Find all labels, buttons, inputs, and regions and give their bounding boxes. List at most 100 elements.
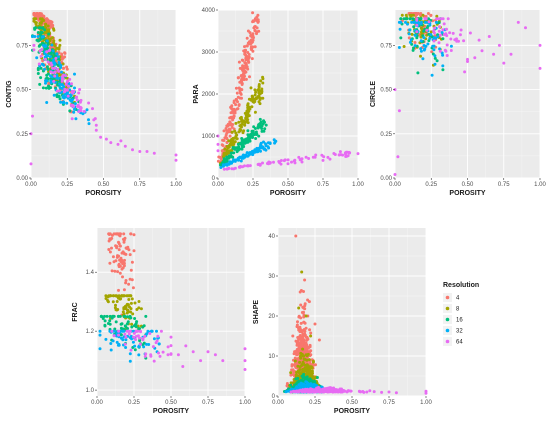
- data-point: [247, 53, 251, 56]
- y-tick-label: 4000: [202, 8, 216, 14]
- data-point: [127, 294, 131, 298]
- data-point: [228, 116, 232, 120]
- data-point: [236, 95, 240, 99]
- data-point: [394, 391, 398, 395]
- x-tick-label: 0.50: [165, 400, 177, 406]
- data-point: [47, 84, 50, 88]
- data-point: [299, 303, 303, 307]
- data-point: [39, 66, 43, 70]
- data-point: [117, 262, 121, 266]
- data-point: [312, 383, 316, 386]
- data-point: [492, 52, 496, 56]
- data-point: [53, 76, 56, 80]
- data-point: [158, 354, 162, 358]
- data-point: [222, 129, 226, 133]
- data-point: [104, 337, 108, 341]
- data-point: [424, 391, 428, 395]
- data-point: [109, 348, 113, 352]
- data-point: [306, 364, 310, 368]
- data-point: [445, 43, 449, 47]
- data-point: [106, 299, 110, 302]
- data-point: [437, 41, 441, 45]
- data-point: [36, 31, 40, 34]
- data-point: [116, 270, 120, 274]
- data-point: [32, 17, 36, 21]
- data-point: [126, 329, 130, 333]
- data-point: [295, 323, 299, 327]
- data-point: [130, 260, 134, 264]
- data-point: [255, 146, 259, 150]
- data-point: [68, 98, 72, 102]
- data-point: [78, 106, 82, 110]
- data-point: [40, 17, 44, 21]
- data-point: [104, 137, 108, 141]
- data-point: [258, 163, 262, 167]
- data-point: [261, 81, 265, 85]
- data-point: [131, 312, 135, 316]
- data-point: [295, 382, 299, 385]
- data-point: [437, 21, 441, 25]
- data-point: [112, 260, 116, 264]
- data-point: [224, 153, 228, 157]
- tick-labels: 0.00 0.25 0.50 0.75 1.00 0.00 0.25 0.50 0.75: [16, 43, 182, 188]
- data-point: [415, 30, 419, 34]
- data-point: [303, 302, 307, 306]
- y-tick-label: 2000: [202, 92, 216, 98]
- legend-label: 16: [456, 318, 463, 324]
- data-point: [236, 76, 240, 80]
- data-point: [243, 111, 247, 115]
- data-point: [127, 298, 131, 301]
- data-point: [297, 155, 301, 159]
- data-point: [468, 31, 472, 35]
- data-point: [78, 100, 82, 104]
- data-point: [419, 17, 423, 21]
- data-point: [247, 60, 251, 64]
- data-point: [57, 89, 61, 93]
- data-point: [161, 350, 165, 354]
- data-point: [54, 56, 58, 60]
- data-point: [301, 347, 305, 351]
- data-point: [128, 314, 132, 318]
- data-point: [422, 48, 426, 52]
- data-point: [411, 17, 415, 21]
- data-point: [29, 162, 33, 166]
- data-point: [290, 160, 293, 164]
- y-tick-label: 0: [212, 176, 216, 182]
- data-point: [240, 96, 243, 100]
- data-point: [224, 160, 228, 164]
- data-point: [124, 279, 128, 282]
- data-point: [53, 61, 57, 65]
- data-point: [239, 159, 243, 163]
- data-point: [45, 39, 49, 43]
- y-tick-label: 0.75: [16, 43, 28, 49]
- data-point: [166, 353, 170, 357]
- y-tick-label: 10: [268, 354, 275, 360]
- data-point: [253, 29, 257, 33]
- data-point: [296, 320, 299, 324]
- data-point: [219, 163, 223, 167]
- data-point: [111, 339, 115, 343]
- data-point: [437, 29, 441, 33]
- data-point: [254, 137, 258, 140]
- data-point: [132, 233, 136, 237]
- data-point: [130, 322, 134, 326]
- data-point: [68, 109, 72, 113]
- y-axis-title: CIRCLE: [370, 81, 377, 107]
- data-point: [47, 28, 51, 32]
- data-point: [120, 322, 124, 326]
- data-point: [437, 17, 441, 21]
- data-point: [421, 57, 425, 61]
- data-point: [131, 340, 135, 344]
- data-point: [46, 18, 50, 22]
- data-point: [46, 60, 50, 64]
- data-point: [138, 336, 141, 340]
- data-point: [55, 52, 59, 56]
- data-point: [237, 86, 241, 90]
- data-point: [311, 360, 315, 364]
- data-point: [62, 90, 66, 94]
- data-point: [240, 125, 243, 129]
- data-point: [240, 80, 243, 84]
- data-point: [115, 246, 119, 250]
- x-axis-title: POROSITY: [334, 408, 371, 415]
